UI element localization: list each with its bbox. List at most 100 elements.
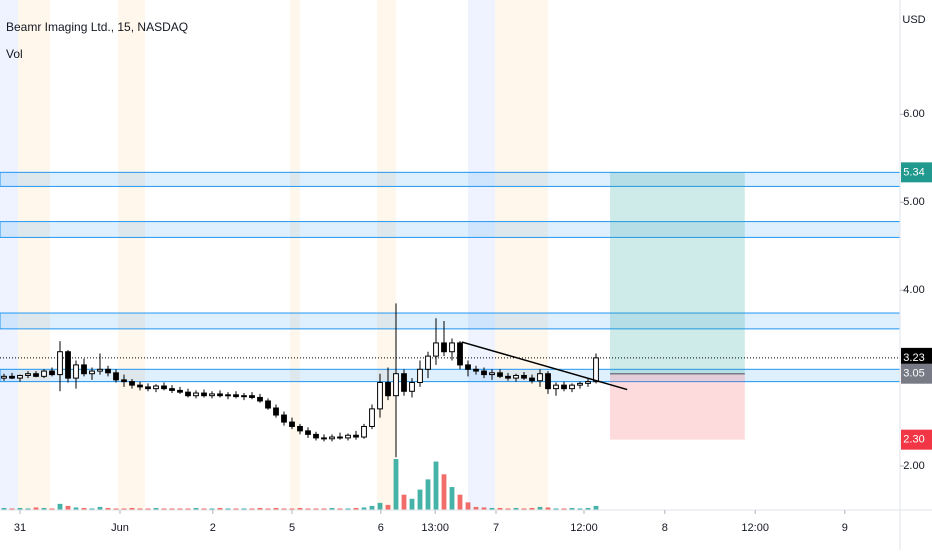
volume-bar	[273, 507, 279, 510]
volume-bar	[465, 502, 471, 510]
candle-body	[321, 437, 327, 440]
volume-bar	[137, 508, 143, 510]
volume-bar	[385, 504, 391, 510]
candle-body	[513, 374, 519, 379]
candle-body	[385, 382, 391, 397]
session-backgrounds	[0, 0, 548, 510]
volume-bar	[425, 479, 431, 510]
volume-bar	[265, 508, 271, 510]
volume-bar	[529, 507, 535, 510]
candle-body	[457, 342, 463, 366]
volume-bar	[545, 507, 551, 510]
trendline	[461, 341, 628, 391]
candle-body	[569, 384, 575, 390]
volume-bar	[457, 494, 463, 510]
candle-body	[425, 355, 431, 370]
candle-body	[313, 433, 319, 439]
volume-bar	[129, 507, 135, 510]
volume-bar	[433, 461, 439, 510]
x-tick-label: 2	[210, 522, 216, 534]
candle-body	[105, 368, 111, 374]
candle-body	[257, 396, 263, 402]
candle-body	[561, 384, 567, 390]
candle-body	[169, 388, 175, 391]
candle-body	[73, 364, 79, 379]
volume-bar	[305, 508, 311, 510]
candle-body	[361, 425, 367, 438]
candle-body	[585, 381, 591, 384]
candle-body	[305, 430, 311, 435]
horizontal-zone	[0, 368, 901, 383]
volume-bar	[105, 507, 111, 510]
candle-body	[209, 393, 215, 397]
volume-bar	[209, 508, 215, 510]
volume-bar	[497, 507, 503, 510]
y-tick-label: 2.00	[903, 460, 924, 472]
volume-bar	[169, 508, 175, 510]
volume-bar	[377, 502, 383, 510]
candle-body	[481, 370, 487, 376]
volume-bar	[513, 507, 519, 510]
y-tick-label: 6.00	[903, 108, 924, 120]
y-tick-label: 4.00	[903, 284, 924, 296]
volume-bar	[193, 507, 199, 510]
candle-body	[497, 372, 503, 377]
candle-body	[185, 391, 191, 397]
candle-body	[441, 342, 447, 353]
candle-body	[57, 351, 63, 376]
x-tick-label: 13:00	[421, 522, 449, 534]
candle-body	[353, 434, 359, 438]
candle-body	[505, 375, 511, 379]
x-tick-label: 6	[378, 522, 384, 534]
candle-body	[337, 436, 343, 439]
volume-bar	[17, 507, 23, 510]
volume-bar	[297, 507, 303, 510]
volume-bar	[121, 508, 127, 510]
candle-body	[553, 384, 559, 390]
volume-bar	[161, 508, 167, 510]
candle-body	[129, 381, 135, 386]
x-tick-label: 8	[662, 522, 668, 534]
candle-body	[1, 375, 7, 379]
candle-body	[249, 395, 255, 398]
volume-bar	[9, 508, 15, 510]
candle-body	[473, 368, 479, 372]
volume-bar	[481, 507, 487, 510]
candle-body	[201, 392, 207, 397]
candle-body	[153, 385, 159, 390]
candle-body	[161, 385, 167, 390]
volume-bar	[49, 508, 55, 510]
currency-label: USD	[902, 14, 925, 26]
volume-bar	[57, 503, 63, 510]
volume-bar	[249, 508, 255, 510]
volume-bar	[233, 508, 239, 510]
volume-bar	[241, 508, 247, 510]
volume-bar	[153, 507, 159, 510]
candle-body	[193, 392, 199, 397]
candle-body	[329, 436, 335, 440]
volume-bar	[577, 508, 583, 510]
candle-body	[137, 384, 143, 388]
session-band	[0, 0, 18, 510]
horizontal-zone	[0, 221, 901, 238]
price-label-bg	[901, 347, 932, 368]
candle-body	[297, 425, 303, 432]
volume-bar	[553, 508, 559, 510]
candle-body	[289, 421, 295, 427]
candle-body	[25, 373, 31, 376]
candle-body	[393, 373, 399, 397]
volume-bar	[113, 508, 119, 510]
profit-zone	[610, 172, 745, 374]
volume-bar	[97, 506, 103, 510]
loss-zone	[610, 373, 745, 440]
volume-bar	[441, 474, 447, 510]
candle-body	[521, 374, 527, 379]
volume-bar	[417, 489, 423, 510]
volume-bar	[537, 506, 543, 510]
volume-bar	[561, 508, 567, 510]
candle-body	[529, 377, 535, 382]
volume-bar	[185, 508, 191, 510]
candle-body	[121, 379, 127, 383]
x-tick-label: 31	[14, 522, 26, 534]
volume-bar	[25, 508, 31, 510]
